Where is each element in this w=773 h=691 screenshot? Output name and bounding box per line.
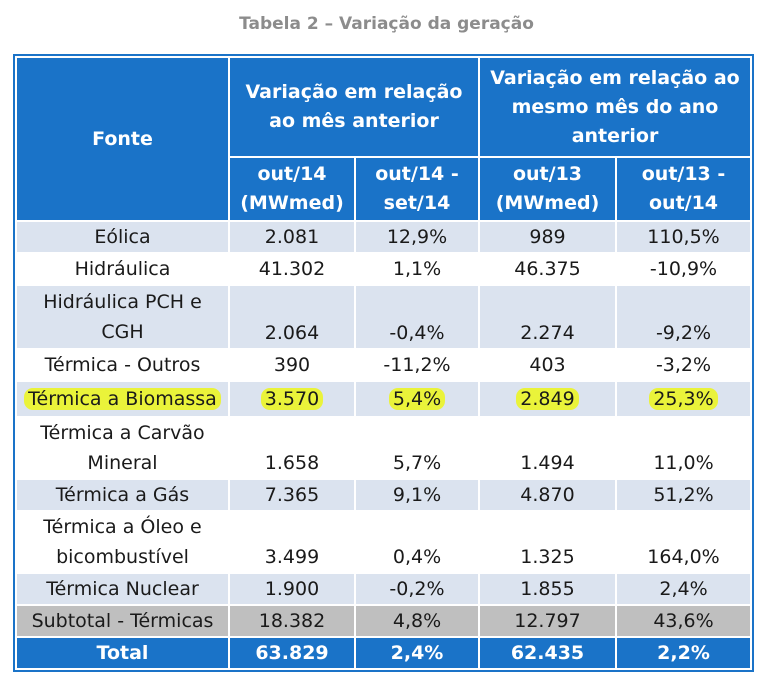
row-value: 3.570	[228, 380, 356, 418]
row-value: -10,9%	[614, 252, 753, 286]
row-value: 164,0%	[614, 510, 753, 574]
generation-variation-table: Fonte Variação em relação ao mês anterio…	[12, 54, 755, 672]
row-value: 2.081	[228, 220, 356, 254]
highlighted-text: 5,4%	[388, 388, 446, 410]
row-value: 403	[478, 348, 617, 382]
row-value: 12,9%	[354, 220, 480, 254]
row-value: 4.870	[478, 478, 617, 512]
row-value: 2.274	[478, 284, 617, 350]
row-value: 62.435	[478, 636, 617, 670]
row-value: 18.382	[228, 604, 356, 638]
highlighted-text: 25,3%	[649, 388, 718, 410]
row-fonte: Total	[15, 636, 230, 670]
table-row: Hidráulica 41.302 1,1% 46.375 -10,9%	[15, 252, 753, 286]
highlighted-text: Térmica a Biomassa	[24, 388, 221, 410]
row-value: 0,4%	[354, 510, 480, 574]
row-value: 5,4%	[354, 380, 480, 418]
header-col-out14-set14: out/14 - set/14	[354, 156, 480, 222]
row-fonte: Térmica a Carvão Mineral	[15, 416, 230, 480]
row-value: 2.849	[478, 380, 617, 418]
row-fonte: Térmica a Biomassa	[15, 380, 230, 418]
row-value: 11,0%	[614, 416, 753, 480]
table-row-subtotal: Subtotal - Térmicas 18.382 4,8% 12.797 4…	[15, 604, 753, 638]
row-value: 2,4%	[614, 572, 753, 606]
row-fonte: Térmica - Outros	[15, 348, 230, 382]
row-value: 1.325	[478, 510, 617, 574]
row-value: 4,8%	[354, 604, 480, 638]
row-value: 25,3%	[614, 380, 753, 418]
header-col-out13-out14: out/13 - out/14	[614, 156, 753, 222]
row-value: 43,6%	[614, 604, 753, 638]
row-value: 46.375	[478, 252, 617, 286]
row-value: 110,5%	[614, 220, 753, 254]
row-fonte: Subtotal - Térmicas	[15, 604, 230, 638]
highlighted-text: 2.849	[516, 388, 579, 410]
row-value: 2,2%	[614, 636, 753, 670]
row-value: 3.499	[228, 510, 356, 574]
row-value: -0,4%	[354, 284, 480, 350]
row-fonte: Térmica a Óleo e bicombustível	[15, 510, 230, 574]
row-value: 390	[228, 348, 356, 382]
row-value: 1.494	[478, 416, 617, 480]
table-row: Térmica - Outros 390 -11,2% 403 -3,2%	[15, 348, 753, 382]
row-value: 2,4%	[354, 636, 480, 670]
row-fonte: Hidráulica	[15, 252, 230, 286]
table-row: Térmica Nuclear 1.900 -0,2% 1.855 2,4%	[15, 572, 753, 606]
row-value: 1,1%	[354, 252, 480, 286]
row-value: 1.658	[228, 416, 356, 480]
row-fonte: Hidráulica PCH e CGH	[15, 284, 230, 350]
table-row: Eólica 2.081 12,9% 989 110,5%	[15, 220, 753, 254]
header-group-previous-month: Variação em relação ao mês anterior	[228, 56, 480, 158]
header-group-same-month-last-year: Variação em relação ao mesmo mês do ano …	[477, 56, 753, 158]
row-fonte: Eólica	[15, 220, 230, 254]
row-value: 12.797	[478, 604, 617, 638]
row-value: 7.365	[228, 478, 356, 512]
row-value: -3,2%	[614, 348, 753, 382]
row-fonte: Térmica a Gás	[15, 478, 230, 512]
row-value: 1.855	[478, 572, 617, 606]
header-col-out14-mwmed: out/14 (MWmed)	[228, 156, 356, 222]
highlighted-text: 3.570	[260, 388, 324, 410]
table-caption: Tabela 2 – Variação da geração	[239, 14, 534, 34]
table-row-total: Total 63.829 2,4% 62.435 2,2%	[15, 636, 753, 670]
row-value: 51,2%	[614, 478, 753, 512]
row-value: 1.900	[228, 572, 356, 606]
row-value: 5,7%	[354, 416, 480, 480]
row-value: 63.829	[228, 636, 356, 670]
row-value: -11,2%	[354, 348, 480, 382]
table-row: Hidráulica PCH e CGH 2.064 -0,4% 2.274 -…	[15, 284, 753, 350]
table-row: Térmica a Gás 7.365 9,1% 4.870 51,2%	[15, 478, 753, 512]
table-row: Térmica a Carvão Mineral 1.658 5,7% 1.49…	[15, 416, 753, 480]
header-fonte: Fonte	[15, 56, 230, 222]
row-value: -9,2%	[614, 284, 753, 350]
row-value: 2.064	[228, 284, 356, 350]
header-col-out13-mwmed: out/13 (MWmed)	[478, 156, 617, 222]
row-value: -0,2%	[354, 572, 480, 606]
table-row: Térmica a Óleo e bicombustível 3.499 0,4…	[15, 510, 753, 574]
row-value: 9,1%	[354, 478, 480, 512]
table-row: Térmica a Biomassa 3.570 5,4% 2.849 25,3…	[15, 380, 753, 418]
row-value: 41.302	[228, 252, 356, 286]
row-value: 989	[478, 220, 617, 254]
row-fonte: Térmica Nuclear	[15, 572, 230, 606]
